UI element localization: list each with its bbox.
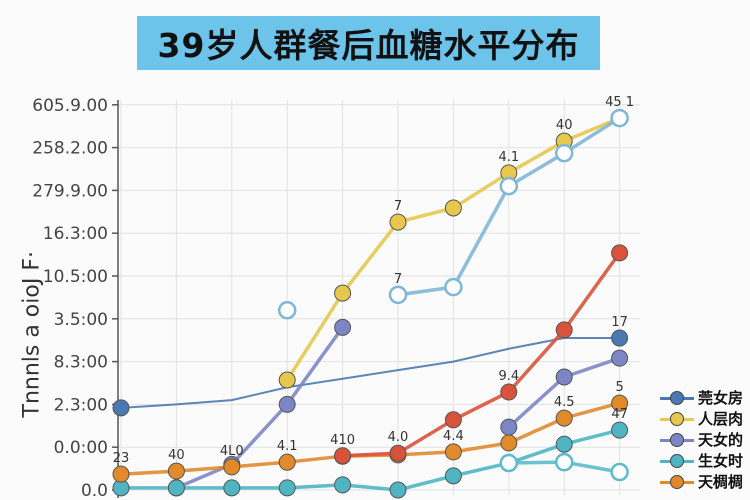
data-label: 4.1 [277, 439, 298, 454]
data-point [334, 447, 352, 465]
data-point [334, 284, 352, 302]
legend-item: 天椆椆 [660, 471, 743, 492]
series-line [342, 251, 622, 458]
y-tick-label: 279.9.00 [32, 181, 108, 201]
data-point [555, 321, 573, 339]
data-label: 45 1 [605, 95, 634, 110]
data-point [500, 383, 518, 401]
data-point [610, 108, 629, 128]
y-tick-label: 0.0:00 [54, 438, 108, 458]
data-point [389, 444, 407, 462]
data-point [444, 277, 463, 297]
legend-label: 天女的 [698, 431, 744, 449]
legend-label: 莞女房 [698, 389, 744, 407]
data-point [444, 467, 462, 485]
legend-label: 天椆椆 [698, 473, 744, 491]
chart-title: 39岁人群餐后血糖水平分布 [137, 16, 600, 70]
legend-swatch [660, 390, 694, 405]
series-line [121, 428, 621, 492]
data-point [167, 462, 185, 480]
data-point [334, 318, 352, 336]
data-label: 40 [556, 118, 573, 133]
data-point [444, 443, 462, 461]
legend-label: 人层肉 [698, 410, 744, 428]
legend-item: 生女时 [660, 450, 743, 471]
data-label: 17 [611, 315, 628, 330]
y-tick-label: 2.3:00 [54, 395, 108, 415]
legend: 莞女房人层肉天女的生女时天椆椆 [660, 387, 743, 492]
data-point [500, 434, 518, 452]
data-point [278, 453, 296, 471]
legend-item: 莞女房 [660, 387, 743, 408]
data-point [223, 479, 241, 497]
series-line [120, 337, 620, 409]
data-label: 9.4 [498, 369, 519, 384]
data-point [611, 421, 629, 439]
legend-item: 人层肉 [660, 408, 743, 429]
data-point [555, 409, 573, 427]
data-point [611, 394, 629, 412]
data-label: 23 [113, 451, 130, 466]
data-point [112, 465, 130, 483]
data-label: 5 [615, 380, 623, 395]
data-point [389, 213, 407, 231]
data-point [499, 176, 519, 196]
data-point [389, 481, 407, 499]
y-tick-label: 258.2.00 [32, 139, 108, 159]
y-tick-label: 10.5:00 [43, 267, 108, 287]
data-point [610, 462, 629, 482]
legend-item: 天女的 [660, 429, 743, 450]
y-tick-label: 16.3:00 [43, 224, 108, 244]
y-tick-label: 3.5:00 [54, 310, 108, 330]
data-label: 4.0 [388, 430, 409, 445]
legend-label: 生女时 [698, 452, 744, 470]
data-point [334, 476, 352, 494]
data-point [611, 349, 629, 367]
data-point [554, 452, 574, 472]
series-line [175, 326, 345, 490]
data-point [167, 479, 185, 497]
data-label: 410 [330, 433, 355, 448]
y-tick-label: 0.0 [81, 481, 108, 500]
data-point [611, 329, 629, 347]
data-point [499, 453, 519, 473]
data-label: 7 [394, 199, 402, 214]
data-point [555, 368, 573, 386]
data-label: 40 [168, 448, 185, 463]
data-label: 4.5 [554, 395, 575, 410]
data-point [388, 285, 408, 305]
y-tick-label: 605.9.00 [32, 96, 108, 116]
data-point [555, 435, 573, 453]
data-point [278, 371, 296, 389]
data-point [444, 199, 462, 217]
y-tick-label: 8.3:00 [54, 353, 108, 373]
legend-swatch [660, 453, 694, 468]
data-label: 4L0 [220, 444, 244, 459]
legend-swatch [660, 474, 694, 489]
data-label: 7 [394, 272, 402, 287]
data-point [277, 300, 297, 320]
data-point [554, 143, 574, 163]
data-point [500, 418, 518, 436]
data-label: 47 [611, 407, 628, 422]
data-label: 4.1 [498, 150, 519, 165]
data-point [278, 395, 296, 413]
data-point [278, 479, 296, 497]
data-point [444, 411, 462, 429]
data-point [223, 458, 241, 476]
legend-swatch [660, 411, 694, 426]
legend-swatch [660, 432, 694, 447]
data-label: 4.4 [443, 429, 464, 444]
data-point [112, 399, 130, 417]
data-point [611, 244, 629, 262]
